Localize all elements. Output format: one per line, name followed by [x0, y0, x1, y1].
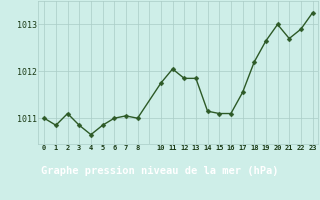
Text: Graphe pression niveau de la mer (hPa): Graphe pression niveau de la mer (hPa): [41, 166, 279, 176]
